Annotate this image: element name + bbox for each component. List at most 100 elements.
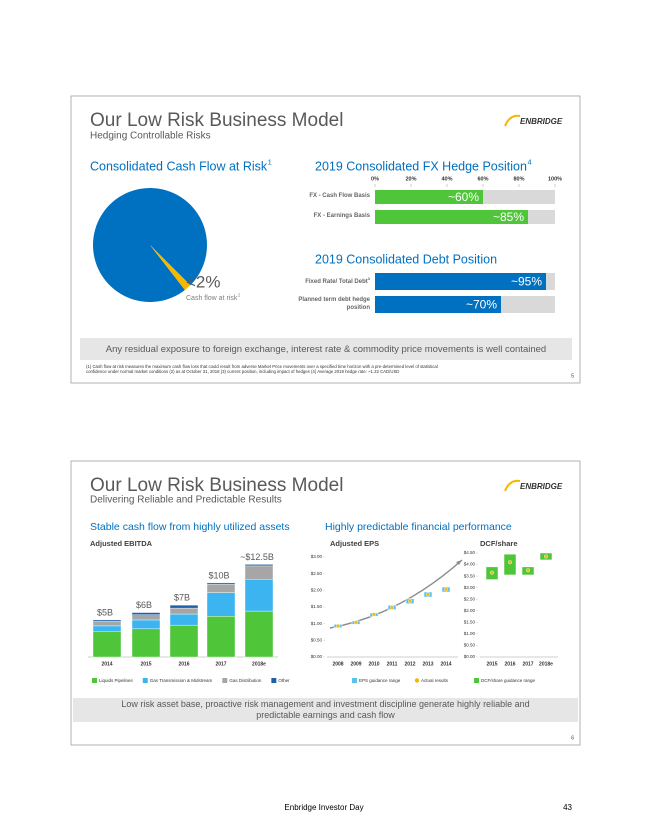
x-tick-label: 2015 xyxy=(140,661,151,667)
bar-segment xyxy=(169,613,199,626)
bar-segment xyxy=(244,565,274,580)
x-tick-label: 2010 xyxy=(368,661,379,667)
bar xyxy=(375,296,501,313)
y-tick-label: $2.50 xyxy=(464,596,476,601)
bar-segment xyxy=(92,619,122,622)
category-label-text: FX - Cash Flow Basis xyxy=(309,193,370,200)
y-tick-label: $2.00 xyxy=(311,588,323,593)
x-tick-label: 2012 xyxy=(404,661,415,667)
superscript: 3 xyxy=(367,275,370,281)
value-label: ~85% xyxy=(493,210,524,224)
value-label: ~95% xyxy=(511,275,542,289)
chart-title: 2019 Consolidated FX Hedge Position xyxy=(315,159,527,173)
actual-result xyxy=(544,554,549,559)
bar-segment xyxy=(131,612,161,615)
superscript: 4 xyxy=(527,158,531,167)
x-tick-label: 2017 xyxy=(522,661,533,667)
bar-segment xyxy=(169,604,199,609)
category-label: FX - Earnings Basis xyxy=(280,210,370,224)
page-number: 5 xyxy=(571,373,574,379)
y-tick-label: $0.00 xyxy=(311,654,323,659)
y-tick-label: $1.00 xyxy=(311,621,323,626)
total-label: $7B xyxy=(174,593,190,603)
legend-label: Gas Transmission & Midstream xyxy=(150,678,213,683)
footnote-text: (1) Cash flow at risk measures the maxim… xyxy=(86,364,438,375)
y-tick-label: $2.00 xyxy=(464,608,476,613)
legend-label: Gas Distribution xyxy=(229,678,262,683)
actual-result xyxy=(426,592,431,597)
bar-segment xyxy=(131,619,161,630)
y-tick-label: $0.50 xyxy=(464,643,476,648)
banner: Any residual exposure to foreign exchang… xyxy=(80,338,572,360)
logo-swoosh xyxy=(504,479,521,492)
value-label: <2% xyxy=(186,272,221,291)
banner-text: Any residual exposure to foreign exchang… xyxy=(105,343,547,355)
banner: Low risk asset base, proactive risk mana… xyxy=(73,698,578,722)
legend-swatch xyxy=(92,678,97,683)
x-tick-label: 2014 xyxy=(440,661,451,667)
chart-title: DCF/share xyxy=(480,539,518,548)
y-tick-label: $0.00 xyxy=(464,654,476,659)
x-tick-label: 2013 xyxy=(422,661,433,667)
legend-swatch xyxy=(222,678,228,683)
y-tick-label: $1.00 xyxy=(464,631,476,636)
actual-result xyxy=(408,599,413,604)
chart-title: 2019 Consolidated Debt Position xyxy=(315,252,497,266)
category-label: Planned term debt hedge position xyxy=(280,296,370,313)
pie-slice xyxy=(92,188,207,303)
x-tick-label: 100% xyxy=(548,176,562,182)
actual-result xyxy=(336,624,341,629)
x-tick-label: 2008 xyxy=(332,661,343,667)
logo: ENBRIDGE xyxy=(520,482,563,491)
legend-swatch xyxy=(142,678,148,683)
y-tick-label: $3.00 xyxy=(311,554,323,559)
footer-page: 43 xyxy=(563,803,572,812)
category-text: Fixed Rate/ Total Debt xyxy=(305,278,368,285)
bar-segment xyxy=(244,579,274,612)
bar-segment xyxy=(244,564,274,567)
legend-label: Actual results xyxy=(421,678,449,683)
category-text: FX - Cash Flow Basis xyxy=(309,193,370,200)
legend-label: DCF/share guidance range xyxy=(481,678,536,683)
category-label: Fixed Rate/ Total Debt3 xyxy=(280,273,370,290)
total-label: ~$12.5B xyxy=(240,552,274,562)
footer-text: Enbridge Investor Day xyxy=(284,803,363,812)
actual-result xyxy=(526,568,531,573)
x-tick-label: 2016 xyxy=(504,661,515,667)
total-label: $5B xyxy=(97,607,113,617)
slide-subtitle: Hedging Controllable Risks xyxy=(90,131,211,142)
y-tick-label: $2.50 xyxy=(311,571,323,576)
bar-segment xyxy=(131,614,161,621)
x-tick-label: 2011 xyxy=(387,661,398,667)
category-text: Planned term debt hedge position xyxy=(298,297,370,311)
pie-slice xyxy=(150,245,191,291)
category-label-text: FX - Earnings Basis xyxy=(314,213,370,220)
y-tick-label: $3.00 xyxy=(464,585,476,590)
x-tick-label: 2018e xyxy=(539,661,553,667)
x-tick-label: 2014 xyxy=(101,661,112,667)
y-tick-label: $4.00 xyxy=(464,562,476,567)
x-tick-label: 2017 xyxy=(215,661,226,667)
x-tick-label: 2015 xyxy=(486,661,497,667)
actual-result xyxy=(354,620,359,625)
bar-segment xyxy=(206,592,236,617)
superscript: 2 xyxy=(238,293,241,298)
total-label: $10B xyxy=(208,570,229,580)
bar-segment xyxy=(206,616,236,658)
logo-swoosh xyxy=(504,114,521,127)
legend-swatch xyxy=(474,678,479,683)
footnote: (1) Cash flow at risk measures the maxim… xyxy=(86,364,446,375)
x-tick-label: 2018e xyxy=(252,661,266,667)
section-heading: Highly predictable financial performance xyxy=(325,521,512,533)
section-heading: Stable cash flow from highly utilized as… xyxy=(90,521,290,533)
legend-label: Liquids Pipelines xyxy=(99,678,134,683)
legend-label: Other xyxy=(278,678,290,683)
x-tick-label: 40% xyxy=(441,176,452,182)
chart-title: Consolidated Cash Flow at Risk xyxy=(90,159,268,173)
superscript: 1 xyxy=(268,158,272,167)
slide-subtitle: Delivering Reliable and Predictable Resu… xyxy=(90,495,282,506)
pie-caption: Cash flow at risk xyxy=(186,295,238,302)
bar-segment xyxy=(92,621,122,627)
total-label: $6B xyxy=(136,600,152,610)
